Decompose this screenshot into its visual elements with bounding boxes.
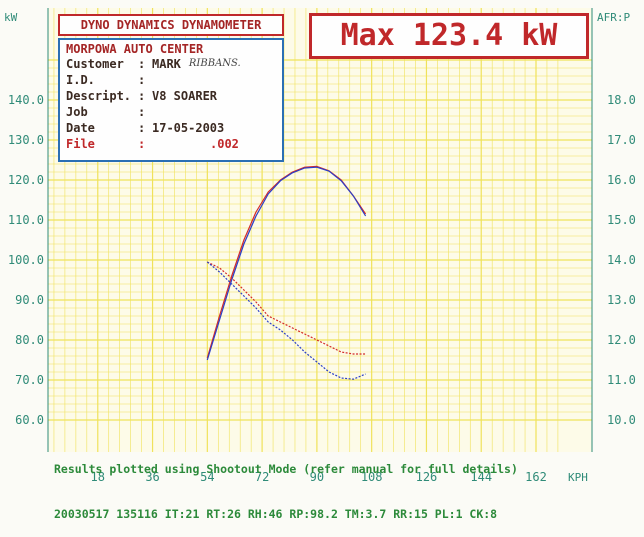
afr-line-blue <box>206 261 366 380</box>
y-tick-label-left: 100.0 <box>8 253 44 267</box>
info-row-id: I.D.: <box>66 73 146 87</box>
tick-labels: 60.0 70.0 80.0 90.0 100.0 110.0 120.0 130.0 140.… <box>8 93 636 484</box>
y-tick-label-left: 80.0 <box>15 333 44 347</box>
y-tick-label-right: 11.0 <box>607 373 636 387</box>
info-key: File <box>66 137 95 151</box>
afr-line-red <box>207 261 366 355</box>
x-tick-label: 90 <box>310 470 324 484</box>
x-axis-unit: KPH <box>568 471 588 484</box>
handwritten-name: RIBBANS. <box>188 58 241 69</box>
y-tick-label-right: 17.0 <box>607 133 636 147</box>
y-tick-label-right: 13.0 <box>607 293 636 307</box>
info-row-description: Descript.: V8 SOARER <box>66 89 218 103</box>
x-tick-label: 144 <box>470 470 492 484</box>
info-key: I.D. <box>66 73 95 87</box>
y-tick-label-right: 15.0 <box>607 213 636 227</box>
info-row-job: Job: <box>66 105 146 119</box>
dyno-title: DYNO DYNAMICS DYNAMOMETER <box>58 14 284 36</box>
footer-line-2: 20030517 135116 IT:21 RT:26 RH:46 RP:98.… <box>54 507 498 521</box>
info-value: V8 SOARER <box>152 89 218 103</box>
y-tick-label-left: 120.0 <box>8 173 44 187</box>
y-tick-label-right: 10.0 <box>607 413 636 427</box>
x-tick-label: 54 <box>200 470 214 484</box>
y-tick-label-left: 90.0 <box>15 293 44 307</box>
shop-name: MORPOWA AUTO CENTER <box>66 42 204 56</box>
y-tick-label-right: 16.0 <box>607 173 636 187</box>
x-tick-label: 36 <box>145 470 159 484</box>
info-key: Date <box>66 121 95 135</box>
y-tick-label-right: 12.0 <box>607 333 636 347</box>
info-key: Job <box>66 105 88 119</box>
info-key: Descript. <box>66 89 132 103</box>
info-value: MARK <box>152 57 181 71</box>
chart-axes <box>47 8 593 452</box>
left-axis-unit: kW <box>4 11 18 24</box>
y-tick-label-left: 70.0 <box>15 373 44 387</box>
x-tick-label: 126 <box>416 470 438 484</box>
x-tick-label: 162 <box>525 470 547 484</box>
x-tick-label: 18 <box>91 470 105 484</box>
dyno-chart: 60.0 70.0 80.0 90.0 100.0 110.0 120.0 130.0 140.… <box>4 8 636 484</box>
info-value: .002 <box>210 137 239 151</box>
info-row-customer: Customer: MARK RIBBANS. <box>66 57 241 71</box>
power-line-blue <box>206 166 367 361</box>
y-tick-label-left: 140.0 <box>8 93 44 107</box>
info-key: Customer <box>66 57 124 71</box>
chart-series <box>206 165 367 380</box>
y-tick-label-right: 18.0 <box>607 93 636 107</box>
info-row-date: Date: 17-05-2003 <box>66 121 225 135</box>
y-tick-label-left: 110.0 <box>8 213 44 227</box>
customer-info-panel: MORPOWA AUTO CENTER Customer: MARK RIBBA… <box>58 38 284 162</box>
results-footer: Results plotted using Shootout Mode (ref… <box>54 432 634 537</box>
info-value: 17-05-2003 <box>152 121 225 135</box>
max-power-box: Max 123.4 kW <box>309 13 589 59</box>
x-tick-label: 72 <box>255 470 269 484</box>
right-axis-unit: AFR:P <box>597 11 630 24</box>
y-tick-label-left: 60.0 <box>15 413 44 427</box>
footer-line-1: Results plotted using Shootout Mode (ref… <box>54 462 518 476</box>
y-tick-label-right: 14.0 <box>607 253 636 267</box>
x-tick-label: 108 <box>361 470 383 484</box>
info-row-file: File: .002 <box>66 137 239 151</box>
y-tick-label-left: 130.0 <box>8 133 44 147</box>
